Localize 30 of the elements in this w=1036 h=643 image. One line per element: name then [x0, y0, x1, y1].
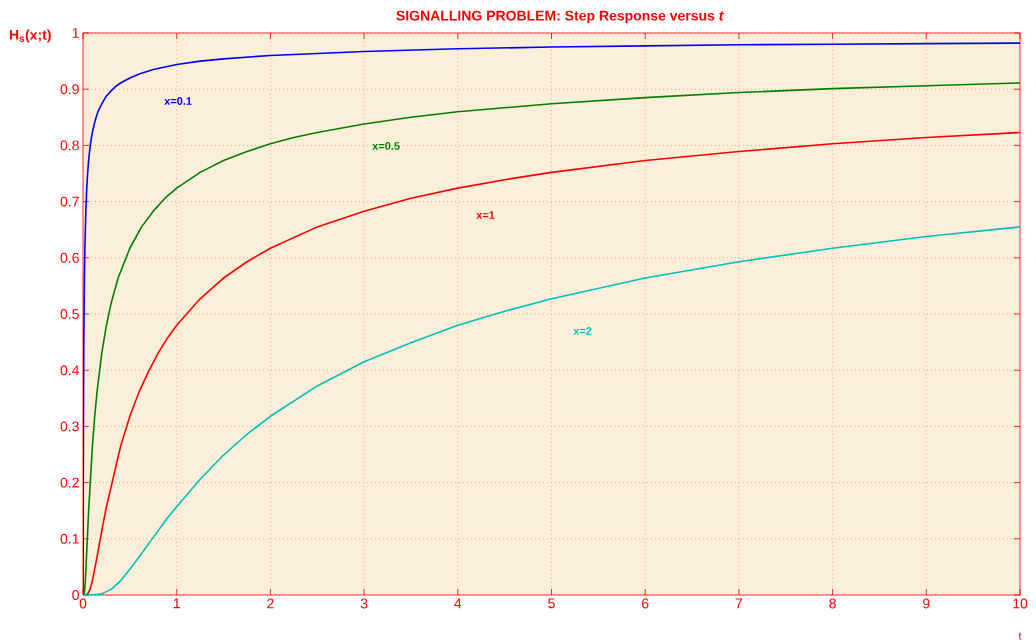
x-tick-label: 3 [360, 598, 368, 609]
y-tick-label: 0 [72, 590, 79, 600]
y-tick-label: 0.5 [60, 309, 79, 319]
x-tick-label: 7 [735, 598, 743, 609]
x-tick-label: 6 [642, 598, 649, 609]
y-tick-label: 0.2 [60, 477, 79, 488]
x-tick-label: 8 [829, 598, 836, 609]
x-axis-title: t [1018, 632, 1022, 640]
text: x=1 [476, 211, 495, 219]
x-tick-label: 4 [454, 598, 462, 609]
line-series [83, 226, 1021, 595]
y-tick-label: 0.4 [60, 365, 80, 376]
y-tick-label: 0.1 [60, 533, 79, 544]
y-tick-label: 0.3 [60, 421, 79, 432]
y-tick-label: 1 [72, 28, 79, 38]
text: x=0.1 [164, 97, 192, 105]
x-tick-label: 1 [173, 598, 180, 609]
x-tick-label: 5 [548, 598, 555, 609]
text: x=2 [573, 327, 592, 335]
series-label: x=0.5 [372, 142, 400, 150]
y-tick-label: 0.8 [60, 140, 79, 151]
y-tick-label: 0.6 [60, 252, 79, 263]
y-tick-label: 0.9 [60, 84, 79, 95]
y-tick-label: 0.7 [60, 196, 79, 207]
x-tick-label: 9 [923, 598, 930, 609]
y-axis-title: H$_{s}$(x;t) [9, 29, 51, 43]
chart-title: SIGNALLING PROBLEM: Step Response versus t [396, 10, 724, 24]
x-tick-label: 2 [267, 598, 274, 609]
x-tick-label: 0 [79, 598, 87, 609]
x-tick-label: 10 [1013, 598, 1028, 609]
